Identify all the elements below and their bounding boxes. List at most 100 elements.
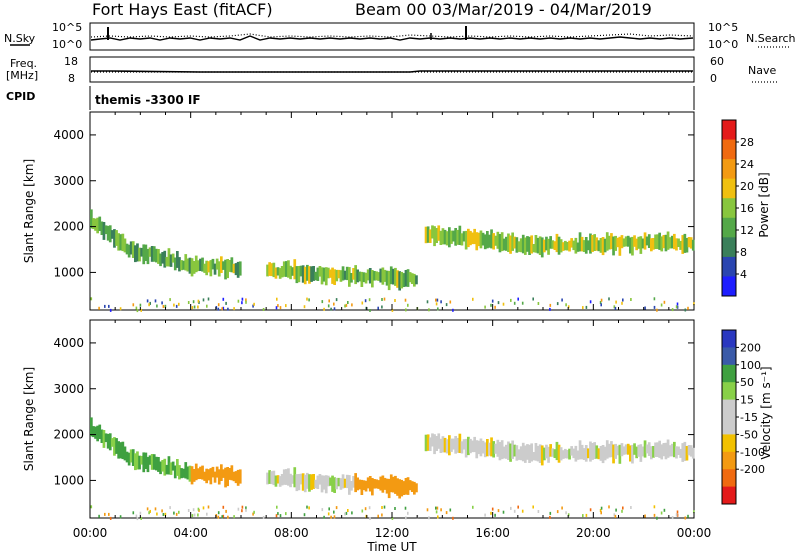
velocity-scatter-cell <box>369 517 371 520</box>
power-scatter-cell <box>383 297 386 301</box>
velocity-echo-cell <box>148 455 152 465</box>
power-scatter-cell <box>567 305 570 309</box>
freq-unit-label: [MHz] <box>6 69 38 82</box>
power-echo-cell <box>654 234 657 249</box>
power-echo-cell <box>519 238 523 253</box>
power-echo-cell <box>396 270 399 288</box>
power-echo-cell <box>329 269 332 278</box>
velocity-echo-cell <box>387 478 391 499</box>
velocity-echo-cell <box>631 444 634 464</box>
power-echo-cell <box>679 240 682 250</box>
power-scatter-cell <box>156 304 158 308</box>
power-scatter-cell <box>140 308 142 312</box>
velocity-echo-cell <box>471 440 474 453</box>
power-scatter-cell <box>162 305 165 308</box>
velocity-echo-cell <box>513 444 517 457</box>
power-echo-cell <box>217 261 221 277</box>
velocity-echo-cell <box>561 450 565 459</box>
velocity-echo-cell <box>629 445 632 462</box>
velocity-colorbar-tick-label: 200 <box>740 341 761 354</box>
velocity-echo-cell <box>308 474 311 492</box>
velocity-echo-cell <box>171 461 175 471</box>
power-echo-cell <box>471 232 474 245</box>
power-scatter-cell <box>333 302 335 306</box>
velocity-echo-cell <box>410 481 414 492</box>
power-scatter-cell <box>345 303 348 307</box>
power-echo-cell <box>234 263 238 276</box>
power-echo-cell <box>161 252 164 264</box>
power-scatter-cell <box>445 303 448 307</box>
power-echo-cell <box>626 235 630 247</box>
power-echo-cell <box>656 234 659 249</box>
velocity-scatter-cell <box>192 508 195 512</box>
velocity-echo-cell <box>685 446 689 461</box>
velocity-echo-cell <box>483 442 487 458</box>
power-colorbar-tick-label: 8 <box>740 246 747 259</box>
velocity-scatter-cell <box>241 509 243 513</box>
power-echo-cell <box>561 242 565 251</box>
power-echo-cell <box>389 266 393 285</box>
velocity-echo-cell <box>475 440 479 459</box>
power-echo-cell <box>142 244 146 265</box>
power-echo-cell <box>310 266 313 282</box>
velocity-scatter-cell <box>328 507 330 511</box>
power-scatter-cell <box>178 302 180 306</box>
velocity-scatter-cell <box>169 506 171 510</box>
y-tick-label: 1000 <box>53 473 84 487</box>
velocity-echo-cell <box>176 459 179 476</box>
velocity-echo-cell <box>232 471 236 482</box>
power-scatter-cell <box>549 307 551 311</box>
power-colorbar-segment <box>722 256 736 277</box>
velocity-echo-cell <box>509 443 512 462</box>
velocity-echo-cell <box>348 475 351 495</box>
velocity-echo-cell <box>534 443 538 461</box>
power-echo-cell <box>441 228 445 245</box>
velocity-scatter-cell <box>435 506 437 510</box>
power-echo-cell <box>517 241 521 252</box>
power-echo-cell <box>343 270 347 280</box>
velocity-scatter-cell <box>585 513 588 517</box>
power-scatter-cell <box>197 305 199 309</box>
power-echo-cell <box>464 230 468 250</box>
velocity-echo-cell <box>515 445 519 461</box>
velocity-echo-cell <box>486 439 489 457</box>
velocity-echo-cell <box>608 443 611 458</box>
velocity-echo-cell <box>547 446 550 463</box>
velocity-echo-cell <box>437 433 441 449</box>
velocity-scatter-cell <box>276 505 278 509</box>
velocity-scatter-cell <box>510 506 512 510</box>
power-echo-cell <box>368 268 372 284</box>
velocity-scatter-cell <box>532 505 534 509</box>
velocity-scatter-cell <box>308 506 310 510</box>
velocity-echo-cell <box>274 475 278 487</box>
velocity-scatter-cell <box>173 511 175 515</box>
velocity-echo-cell <box>549 444 552 457</box>
velocity-scatter-cell <box>178 510 180 514</box>
velocity-scatter-cell <box>513 509 516 513</box>
power-scatter-cell <box>660 303 663 307</box>
power-echo-cell <box>538 236 542 255</box>
power-scatter-cell <box>653 297 656 301</box>
velocity-echo-cell <box>673 441 676 458</box>
velocity-scatter-cell <box>237 507 240 511</box>
velocity-echo-cell <box>568 448 571 460</box>
velocity-scatter-cell <box>653 505 656 509</box>
velocity-echo-cell <box>408 480 412 491</box>
power-scatter-cell <box>435 302 438 306</box>
velocity-echo-cell <box>337 477 341 487</box>
velocity-scatter-cell <box>671 516 674 520</box>
velocity-echo-cell <box>431 433 434 447</box>
velocity-echo-cell <box>366 477 370 489</box>
velocity-scatter-cell <box>191 514 194 518</box>
power-echo-cell <box>635 238 638 251</box>
power-echo-cell <box>117 233 120 251</box>
power-scatter-cell <box>684 308 687 312</box>
power-scatter-cell <box>484 305 486 309</box>
power-echo-cell <box>572 240 576 251</box>
power-scatter-cell <box>517 297 519 301</box>
velocity-scatter-cell <box>361 509 364 513</box>
velocity-echo-cell <box>433 434 436 455</box>
velocity-echo-cell <box>320 475 324 493</box>
velocity-scatter-cell <box>277 512 279 516</box>
velocity-echo-cell <box>123 446 127 461</box>
